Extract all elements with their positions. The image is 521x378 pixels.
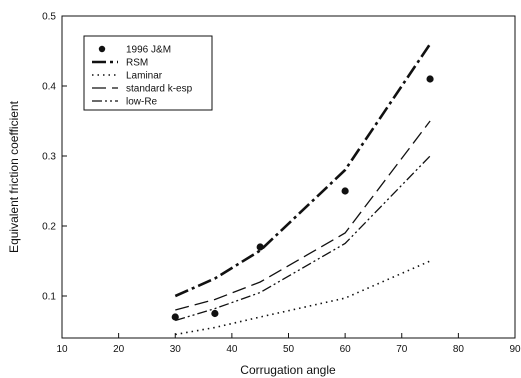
y-axis-label: Equivalent friction coefficient: [7, 100, 21, 253]
x-tick-label: 60: [340, 344, 352, 355]
legend-label-laminar: Laminar: [126, 71, 163, 82]
data-point-1996-j-m: [256, 243, 264, 251]
x-axis: 10 20 30 40 50 60 70 80 90: [56, 333, 521, 355]
legend-box: [83, 35, 213, 111]
x-axis-label: Corrugation angle: [240, 363, 336, 377]
legend-swatch-1996-j-m: [98, 45, 106, 53]
legend-label-low-re: low-Re: [126, 97, 158, 108]
y-tick-label: 0.3: [42, 152, 56, 163]
data-point-1996-j-m: [426, 75, 434, 83]
legend: 1996 J&M RSM Laminar standard k-esp low-Re: [83, 35, 213, 111]
data-point-1996-j-m: [341, 187, 349, 195]
y-tick-label: 0.1: [42, 292, 56, 303]
series-line-laminar: [175, 260, 431, 336]
y-tick-label: 0.5: [42, 12, 56, 23]
series-line-rsm: [174, 43, 432, 298]
series-line-standard-k-esp: [175, 120, 431, 311]
series-layer: [171, 43, 434, 336]
data-point-1996-j-m: [171, 313, 179, 321]
legend-label-standard-k-esp: standard k-esp: [126, 84, 193, 95]
x-tick-label: 10: [56, 344, 68, 355]
y-axis: 0.1 0.2 0.3 0.4 0.5: [42, 12, 67, 303]
x-tick-label: 70: [396, 344, 408, 355]
x-tick-label: 50: [283, 344, 295, 355]
x-tick-label: 90: [509, 344, 521, 355]
x-tick-label: 80: [453, 344, 465, 355]
legend-label-rsm: RSM: [126, 58, 148, 69]
y-tick-label: 0.2: [42, 222, 56, 233]
y-tick-label: 0.4: [42, 82, 56, 93]
series-line-low-re: [175, 155, 431, 322]
x-tick-label: 40: [226, 344, 238, 355]
x-tick-label: 30: [170, 344, 182, 355]
legend-label-1996-j-m: 1996 J&M: [126, 45, 171, 56]
x-tick-label: 20: [113, 344, 125, 355]
data-point-1996-j-m: [211, 309, 219, 318]
